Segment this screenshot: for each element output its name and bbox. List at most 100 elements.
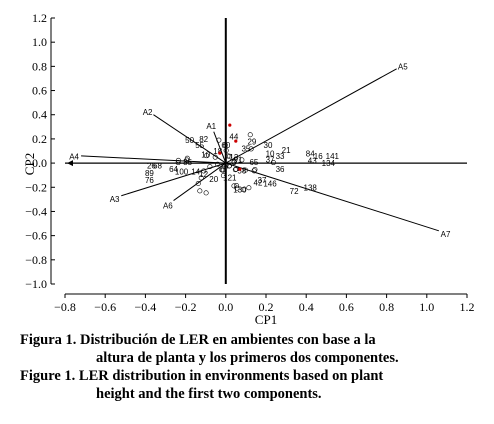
y-axis-label: CP2 [22,153,37,175]
arrow-head [67,160,73,167]
vector-layer: A1 A2 A3 A4 A5 A6 A7 [67,62,451,239]
point-label: 76 [145,176,154,185]
y-tick-label: 0.2 [32,132,47,146]
point-label: 82 [199,135,208,144]
cluster-mark [239,157,245,163]
point-label: 68 [153,162,162,171]
point-label: 138 [304,183,318,192]
cluster-mark [225,153,231,159]
cluster-mark [197,188,203,194]
point-label: 13 [229,153,238,162]
point-label: 10 [201,151,210,160]
cluster-mark [222,142,228,148]
y-tick-label: 1.2 [32,11,47,25]
point-label: 84 [306,149,315,158]
point-label: 16 [314,152,323,161]
caption-line-es-1: Figura 1. Distribución de LER en ambient… [20,332,376,348]
y-tick-label: 0.8 [32,59,47,73]
vector-a1 [213,131,227,164]
cluster-mark [251,168,257,174]
cluster-mark [201,168,207,174]
vector-label-a6: A6 [163,202,173,211]
x-tick-label: −0.4 [135,300,157,314]
point-label: 65 [249,158,258,167]
y-tick-label: −1.0 [25,277,47,291]
point-label: 26 [147,162,156,171]
vector-a5 [225,68,397,164]
point-label: 91 [233,155,242,164]
point-label: 146 [263,180,277,189]
point-label: 30 [264,141,273,150]
cluster-mark [207,164,213,170]
cluster-mark [223,147,229,153]
cluster-mark [248,146,254,152]
point-label: 50 [185,136,194,145]
caption-line-en-1: Figure 1. LER distribution in environmen… [20,368,384,384]
x-tick-label: −0.8 [54,300,76,314]
vector-label-a1: A1 [206,122,216,131]
point-label: 29 [247,137,256,146]
point-label: 89 [145,169,154,178]
point-label: 35 [241,145,250,154]
cluster-mark [220,173,226,179]
cluster-mark [198,175,204,181]
y-tick-label: 0.6 [32,84,47,98]
point-label: 14 [191,168,200,177]
point-label: 42 [254,178,263,187]
vector-a7 [225,162,440,232]
vector-label-a3: A3 [110,195,120,204]
vector-label-a5: A5 [398,62,408,71]
point-label: 37 [258,176,267,185]
highlight-mark [228,123,232,127]
point-label: 33 [276,152,285,161]
cluster-mark [175,157,181,163]
cluster-mark [184,157,190,163]
cluster-mark [195,180,201,186]
figure-caption: Figura 1. Distribución de LER en ambient… [20,331,490,403]
cluster-mark [270,160,276,166]
caption-line-es-2: altura de planta y los primeros dos comp… [96,350,399,366]
x-tick-label: 1.0 [419,300,434,314]
biplot-chart: −1.0 −0.8 −0.6 −0.4 −0.2 0.0 0.2 0.4 0.6 0.8 1.0 1.… [22,11,475,327]
point-label: 43 [308,157,317,166]
cluster-mark [234,185,240,191]
y-tick-label: −0.8 [25,253,47,267]
point-label: 47 [221,162,230,171]
point-label: 21 [282,146,291,155]
point-label: 58 [237,166,246,175]
x-axis-label: CP1 [255,312,277,327]
cluster-mark [216,137,222,143]
point-label: 134 [322,159,336,168]
cluster-mark [233,182,239,188]
point-label: 85 [183,158,192,167]
point-label: 36 [276,165,285,174]
x-tick-label: −0.6 [94,300,116,314]
cluster-mark [175,160,181,166]
vector-a4 [81,155,226,164]
y-tick-label: 0.0 [32,156,47,170]
x-tick-label: 0.0 [218,300,233,314]
point-label: 130 [233,186,247,195]
vector-label-a7: A7 [441,230,451,239]
y-tick-label: −0.6 [25,229,47,243]
x-tick-label: 0.6 [339,300,354,314]
highlight-mark [238,167,242,171]
plot-frame [50,18,467,295]
point-label: 55 [195,141,204,150]
y-tick-label: 0.4 [32,108,47,122]
highlight-mark [218,151,222,155]
cluster-mark [203,190,209,196]
cluster-mark [232,167,238,173]
vector-label-a2: A2 [143,108,153,117]
point-label: 44 [229,132,238,141]
x-tick-label: 0.8 [379,300,394,314]
y-tick-label: −0.4 [25,204,47,218]
point-label: 64 [169,165,178,174]
highlight-mark [234,139,238,143]
cluster-mark [247,132,253,138]
x-tick-label: −0.2 [175,300,197,314]
y-axis-ticks: −1.0 −0.8 −0.6 −0.4 −0.2 0.0 0.2 0.4 0.6 0.8 1.0 1.… [25,11,55,291]
point-label: 37 [266,155,275,164]
cluster-mark [242,167,248,173]
